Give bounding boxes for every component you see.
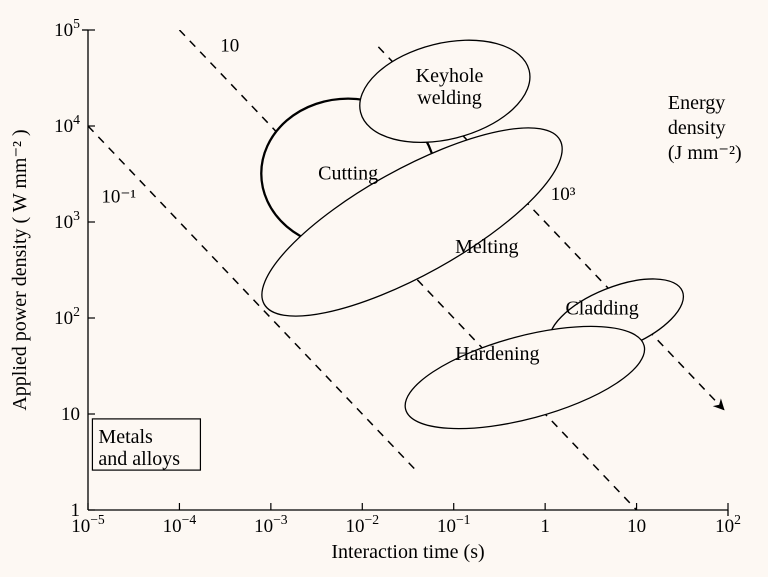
- x-axis-label: Interaction time (s): [331, 541, 484, 563]
- energy-density-header: density: [668, 117, 726, 139]
- tick-label: 1: [71, 500, 81, 521]
- svg-text:Metals: Metals: [98, 426, 153, 448]
- tick-label: 10: [61, 404, 80, 425]
- energy-density-header: Energy: [668, 92, 725, 114]
- iso-line-label: 10³: [551, 184, 576, 205]
- region-label: Hardening: [455, 343, 539, 365]
- svg-text:and alloys: and alloys: [98, 448, 180, 470]
- region-label: welding: [417, 87, 481, 109]
- region-label: Melting: [455, 236, 518, 258]
- tick-label: 1: [540, 516, 550, 537]
- region-label: Cutting: [318, 163, 378, 185]
- iso-line-label: 10⁻¹: [101, 186, 136, 207]
- y-axis-label: Applied power density ( W mm⁻² ): [9, 129, 31, 410]
- iso-line-label: 10: [220, 35, 239, 56]
- tick-label: 10: [627, 516, 646, 537]
- region-label: Cladding: [565, 298, 638, 320]
- process-map-chart: Cutting Keyholewelding Melting Cladding Hard…: [0, 0, 768, 577]
- energy-density-header: (J mm⁻²): [668, 142, 742, 164]
- region-label: Keyhole: [416, 65, 484, 87]
